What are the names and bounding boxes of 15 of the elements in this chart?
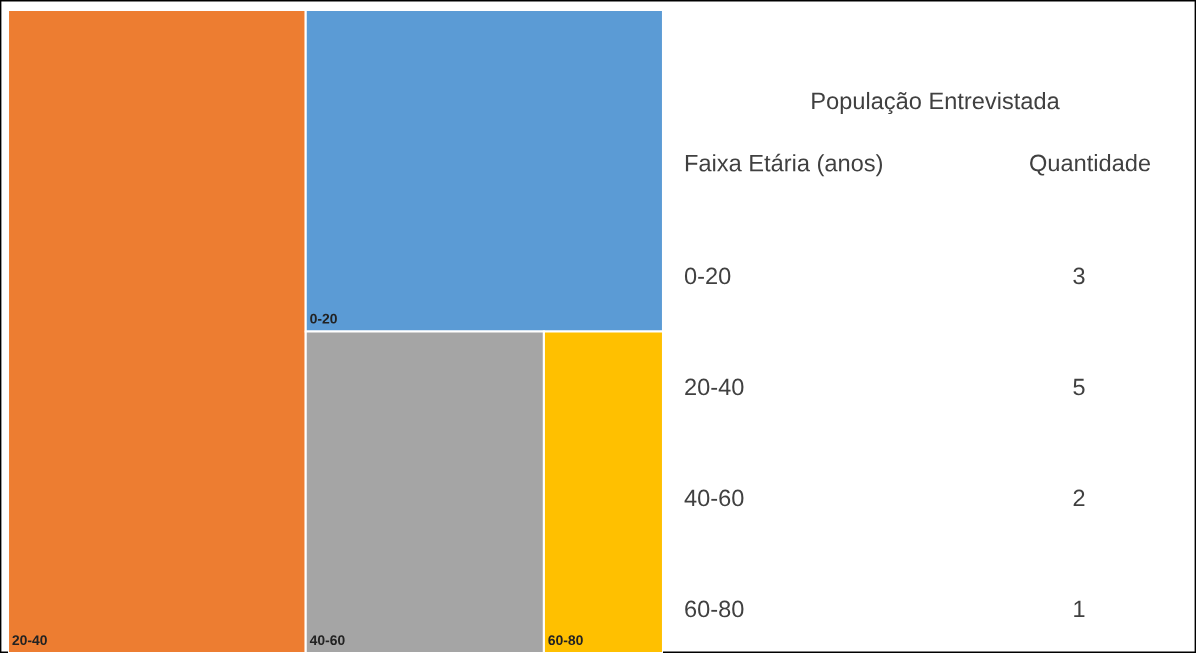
category-label: 60-80 bbox=[548, 635, 583, 646]
category-label: 0-20 bbox=[684, 267, 731, 285]
data-label: 2 bbox=[1073, 489, 1085, 507]
category-label: 60-80 bbox=[685, 600, 744, 618]
data-label: 1 bbox=[1074, 600, 1085, 618]
text: Quantidade bbox=[1030, 154, 1150, 176]
category-label: 40-60 bbox=[309, 635, 345, 646]
category-label: 40-60 bbox=[684, 489, 744, 507]
data-label: 3 bbox=[1073, 267, 1085, 285]
category-label: 20-40 bbox=[12, 635, 47, 646]
text: População Entrevistada bbox=[812, 91, 1060, 115]
data-label: 5 bbox=[1073, 378, 1085, 396]
text: Faixa Etária (anos) bbox=[685, 153, 882, 177]
category-label: 20-40 bbox=[685, 378, 744, 396]
category-label: 0-20 bbox=[310, 313, 337, 324]
